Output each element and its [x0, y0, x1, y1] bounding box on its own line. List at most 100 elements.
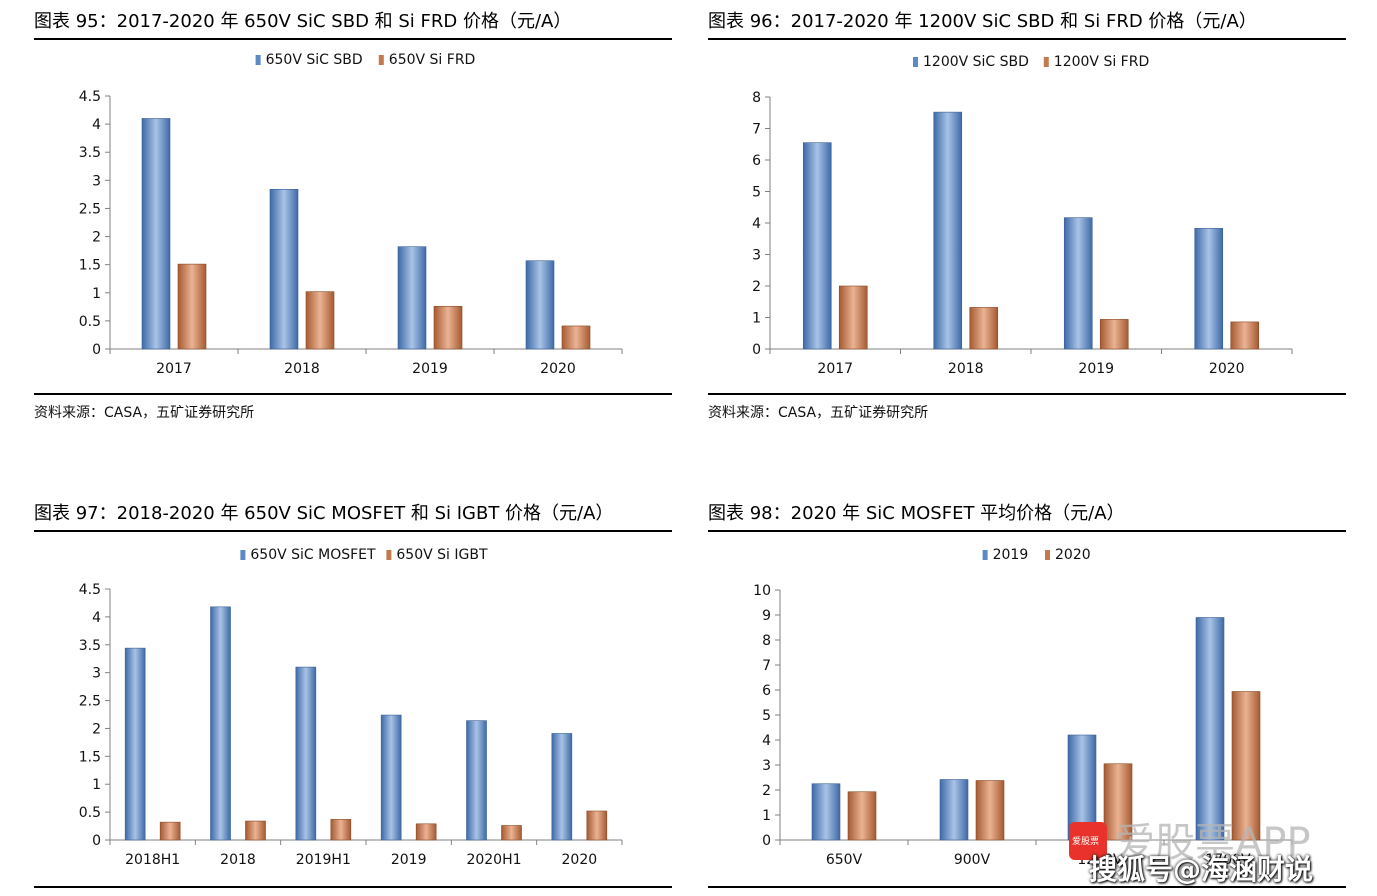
bar-series2 — [433, 305, 463, 350]
panel-95: 图表 95：2017-2020 年 650V SiC SBD 和 Si FRD … — [34, 0, 672, 440]
legend: 650V SiC MOSFET 650V Si IGBT — [240, 547, 488, 563]
y-tick-label: 4.5 — [79, 582, 101, 598]
x-tick-label: 2019 — [412, 361, 448, 377]
y-tick-label: 4 — [92, 117, 101, 133]
source-rule — [34, 393, 672, 395]
y-tick-label: 0 — [762, 833, 771, 849]
x-tick-label: 900V — [954, 852, 991, 868]
y-tick-label: 10 — [753, 583, 771, 599]
y-tick-label: 1 — [92, 777, 101, 793]
y-tick-label: 0 — [92, 342, 101, 358]
y-tick-label: 1.5 — [79, 258, 101, 274]
legend-swatch — [240, 550, 246, 560]
x-tick-label: 2020 — [562, 852, 598, 868]
bar-series2 — [1103, 763, 1133, 841]
y-tick-label: 0 — [752, 342, 761, 358]
x-tick-label: 2017 — [817, 361, 853, 377]
app-logo-icon: 爱股票 — [1069, 822, 1107, 860]
legend-swatch — [982, 550, 988, 560]
y-tick-label: 9 — [762, 608, 771, 624]
y-tick-label: 0 — [92, 833, 101, 849]
watermark-app-text: 爱股票APP — [1115, 820, 1311, 866]
title-rule — [708, 530, 1346, 532]
legend-label: 650V Si FRD — [389, 52, 476, 68]
bar-series2 — [975, 780, 1005, 841]
y-tick-label: 0.5 — [79, 805, 101, 821]
panel-96: 图表 96：2017-2020 年 1200V SiC SBD 和 Si FRD… — [708, 0, 1346, 440]
x-tick-label: 2018H1 — [125, 852, 180, 868]
legend-label: 1200V SiC SBD — [923, 54, 1029, 70]
y-tick-label: 7 — [752, 122, 761, 138]
bar-series2 — [586, 810, 608, 841]
bar-series2 — [501, 825, 522, 841]
bar-series2 — [847, 791, 877, 841]
bar-series1 — [397, 246, 427, 350]
legend-swatch — [913, 57, 918, 67]
x-tick-label: 2019H1 — [296, 852, 351, 868]
y-tick-label: 5 — [762, 708, 771, 724]
legend-label: 2020 — [1055, 547, 1091, 563]
source-rule — [708, 393, 1346, 395]
bar-series1 — [269, 189, 299, 350]
watermark: 爱股票 爱股票APP 搜狐号@海涵财说 — [1069, 810, 1369, 890]
y-tick-label: 3 — [92, 173, 101, 189]
y-tick-label: 4 — [92, 610, 101, 626]
bar-series2 — [415, 823, 437, 841]
y-tick-label: 5 — [752, 185, 761, 201]
bar-series1 — [210, 606, 231, 841]
y-tick-label: 3 — [762, 758, 771, 774]
source-note: 资料来源：CASA，五矿证券研究所 — [708, 405, 929, 421]
y-tick-label: 4 — [762, 733, 771, 749]
bar-series1 — [939, 779, 969, 841]
y-tick-label: 0.5 — [79, 314, 101, 330]
bar-series1 — [295, 666, 317, 841]
chart-97: 650V SiC MOSFET 650V Si IGBT 0 0.5 1 1.5 2 2.5 3… — [79, 547, 623, 868]
y-tick-label: 8 — [762, 633, 771, 649]
x-tick-label: 1700V — [1205, 852, 1251, 868]
y-tick-label: 1 — [752, 311, 761, 327]
y-tick-label: 3.5 — [79, 638, 101, 654]
bar-series2 — [159, 821, 181, 841]
x-tick-label: 2019 — [391, 852, 427, 868]
y-tick-label: 4.5 — [79, 89, 101, 105]
y-tick-label: 2 — [762, 783, 771, 799]
bar-series2 — [305, 291, 335, 350]
panel-97: 图表 97：2018-2020 年 650V SiC MOSFET 和 Si I… — [34, 492, 672, 896]
panel-title: 图表 98：2020 年 SiC MOSFET 平均价格（元/A） — [708, 503, 1125, 524]
bar-series1 — [380, 714, 402, 841]
x-tick-label: 2018 — [284, 361, 320, 377]
bar-series1 — [124, 647, 146, 841]
x-tick-label: 2020H1 — [466, 852, 521, 868]
x-tick-label: 650V — [826, 852, 863, 868]
bottom-rule — [34, 886, 672, 888]
x-tick-label: 2020 — [540, 361, 576, 377]
y-tick-label: 3 — [92, 666, 101, 682]
legend-label: 1200V Si FRD — [1054, 54, 1149, 70]
bottom-rule — [708, 886, 1346, 888]
bar-series1 — [141, 118, 171, 350]
bar-series2 — [969, 307, 999, 350]
y-tick-label: 8 — [752, 90, 761, 106]
panel-98: 图表 98：2020 年 SiC MOSFET 平均价格（元/A） 2019 20… — [708, 492, 1346, 896]
y-tick-label: 6 — [752, 153, 761, 169]
y-tick-label: 3.5 — [79, 145, 101, 161]
x-tick-label: 2020 — [1209, 361, 1245, 377]
y-tick-label: 2 — [92, 230, 101, 246]
bar-series2 — [1230, 321, 1260, 350]
bar-series2 — [330, 819, 352, 841]
legend: 1200V SiC SBD 1200V Si FRD — [913, 54, 1149, 70]
y-tick-label: 2.5 — [79, 694, 101, 710]
legend-label: 650V SiC SBD — [266, 52, 363, 68]
y-tick-label: 2.5 — [79, 201, 101, 217]
bar-series2 — [561, 325, 591, 350]
title-rule — [708, 38, 1346, 40]
y-tick-label: 2 — [752, 279, 761, 295]
bar-series1 — [802, 142, 832, 350]
chart-96: 1200V SiC SBD 1200V Si FRD 0 1 2 3 4 5 6 7 8 2017 20… — [752, 54, 1293, 377]
legend: 650V SiC SBD 650V Si FRD — [255, 52, 476, 68]
y-tick-label: 6 — [762, 683, 771, 699]
legend-label: 650V Si IGBT — [396, 547, 488, 563]
legend-label: 2019 — [993, 547, 1029, 563]
panel-title: 图表 97：2018-2020 年 650V SiC MOSFET 和 Si I… — [34, 503, 614, 524]
